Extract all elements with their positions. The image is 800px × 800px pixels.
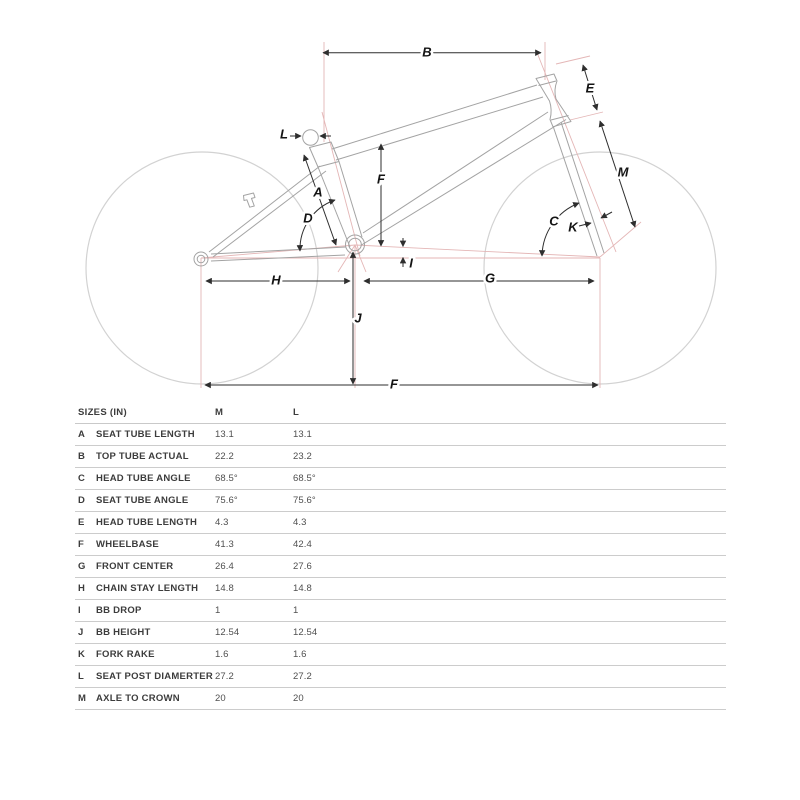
- table-row: H CHAIN STAY LENGTH 14.8 14.8: [75, 578, 726, 600]
- head-tube: [535, 73, 572, 128]
- row-label: WHEELBASE: [96, 539, 159, 550]
- row-letter: J: [78, 627, 84, 638]
- dim-label-K: K: [568, 220, 579, 235]
- value-l: 12.54: [293, 627, 318, 638]
- row-letter: M: [78, 693, 87, 704]
- row-letter: L: [78, 671, 85, 682]
- rear-wheel: [85, 151, 319, 385]
- row-letter: G: [78, 561, 86, 572]
- dim-label-I: I: [409, 256, 413, 271]
- dim-label-D: D: [303, 211, 313, 226]
- value-m: 13.1: [215, 429, 234, 440]
- row-letter: K: [78, 649, 86, 660]
- extension-lines: [200, 42, 642, 388]
- table-row: K FORK RAKE 1.6 1.6: [75, 644, 726, 666]
- dim-label-F: F: [377, 172, 386, 187]
- dim-label-A: A: [312, 185, 322, 200]
- row-label: AXLE TO CROWN: [96, 693, 180, 704]
- value-l: 14.8: [293, 583, 312, 594]
- size-table: SIZES (IN) M L A SEAT TUBE LENGTH 13.1 13.1…: [75, 401, 726, 710]
- value-m: 26.4: [215, 561, 234, 572]
- row-label: SEAT TUBE LENGTH: [96, 429, 195, 440]
- dim-label-C: C: [549, 214, 559, 229]
- row-label: HEAD TUBE ANGLE: [96, 473, 191, 484]
- value-l: 1.6: [293, 649, 307, 660]
- value-m: 1.6: [215, 649, 229, 660]
- value-m: 20: [215, 693, 226, 704]
- row-label: TOP TUBE ACTUAL: [96, 451, 189, 462]
- value-l: 1: [293, 605, 299, 616]
- dimension-labels: B E L F AD M C K I H G J F: [269, 42, 632, 394]
- table-row: L SEAT POST DIAMERTER 27.2 27.2: [75, 666, 726, 688]
- size-table-header: SIZES (IN) M L: [75, 401, 726, 424]
- row-label: CHAIN STAY LENGTH: [96, 583, 199, 594]
- value-m: 12.54: [215, 627, 240, 638]
- value-m: 4.3: [215, 517, 229, 528]
- table-title: SIZES (IN): [78, 406, 127, 418]
- table-row: C HEAD TUBE ANGLE 68.5° 68.5°: [75, 468, 726, 490]
- table-row: D SEAT TUBE ANGLE 75.6° 75.6°: [75, 490, 726, 512]
- table-row: J BB HEIGHT 12.54 12.54: [75, 622, 726, 644]
- value-l: 42.4: [293, 539, 312, 550]
- table-row: A SEAT TUBE LENGTH 13.1 13.1: [75, 424, 726, 446]
- value-m: 27.2: [215, 671, 234, 682]
- row-letter: D: [78, 495, 86, 506]
- value-l: 13.1: [293, 429, 312, 440]
- value-l: 27.6: [293, 561, 312, 572]
- value-l: 23.2: [293, 451, 312, 462]
- dimension-lines: [204, 49, 637, 389]
- value-l: 27.2: [293, 671, 312, 682]
- value-l: 68.5°: [293, 473, 316, 484]
- row-letter: A: [78, 429, 86, 440]
- value-l: 75.6°: [293, 495, 316, 506]
- table-row: M AXLE TO CROWN 20 20: [75, 688, 726, 710]
- table-row: E HEAD TUBE LENGTH 4.3 4.3: [75, 512, 726, 534]
- table-row: F WHEELBASE 41.3 42.4: [75, 534, 726, 556]
- row-label: SEAT POST DIAMERTER: [96, 671, 213, 682]
- value-m: 68.5°: [215, 473, 238, 484]
- value-m: 41.3: [215, 539, 234, 550]
- value-m: 14.8: [215, 583, 234, 594]
- row-letter: H: [78, 583, 86, 594]
- value-m: 22.2: [215, 451, 234, 462]
- dim-label-J: J: [354, 311, 362, 326]
- dim-label-E: E: [586, 81, 595, 96]
- bike-geometry-diagram: B E L F AD M C K I H G J F: [85, 42, 717, 394]
- seat-clamp: [309, 141, 340, 168]
- dim-label-H: H: [271, 273, 281, 288]
- table-row: I BB DROP 1 1: [75, 600, 726, 622]
- dim-label-M: M: [618, 165, 630, 180]
- row-label: FRONT CENTER: [96, 561, 174, 572]
- row-label: BB HEIGHT: [96, 627, 151, 638]
- value-m: 1: [215, 605, 221, 616]
- value-l: 20: [293, 693, 304, 704]
- row-letter: E: [78, 517, 85, 528]
- row-letter: F: [78, 539, 85, 550]
- dim-label-F: F: [390, 377, 399, 392]
- table-row: B TOP TUBE ACTUAL 22.2 23.2: [75, 446, 726, 468]
- rear-dropout: [193, 251, 209, 267]
- dim-label-G: G: [485, 271, 495, 286]
- brake-mount: [243, 192, 256, 208]
- table-row: G FRONT CENTER 26.4 27.6: [75, 556, 726, 578]
- column-header-l: L: [293, 406, 300, 418]
- row-label: FORK RAKE: [96, 649, 155, 660]
- row-letter: B: [78, 451, 86, 462]
- column-header-m: M: [215, 406, 224, 418]
- value-m: 75.6°: [215, 495, 238, 506]
- value-l: 4.3: [293, 517, 307, 528]
- frame-outline: [193, 73, 605, 267]
- seatpost-circle: [302, 129, 319, 146]
- row-label: SEAT TUBE ANGLE: [96, 495, 189, 506]
- dim-label-B: B: [422, 45, 431, 60]
- row-letter: C: [78, 473, 86, 484]
- row-letter: I: [78, 605, 81, 616]
- size-table-rows: A SEAT TUBE LENGTH 13.1 13.1 B TOP TUBE ACTUA…: [75, 424, 726, 710]
- row-label: BB DROP: [96, 605, 142, 616]
- row-label: HEAD TUBE LENGTH: [96, 517, 198, 528]
- dim-label-L: L: [280, 127, 288, 142]
